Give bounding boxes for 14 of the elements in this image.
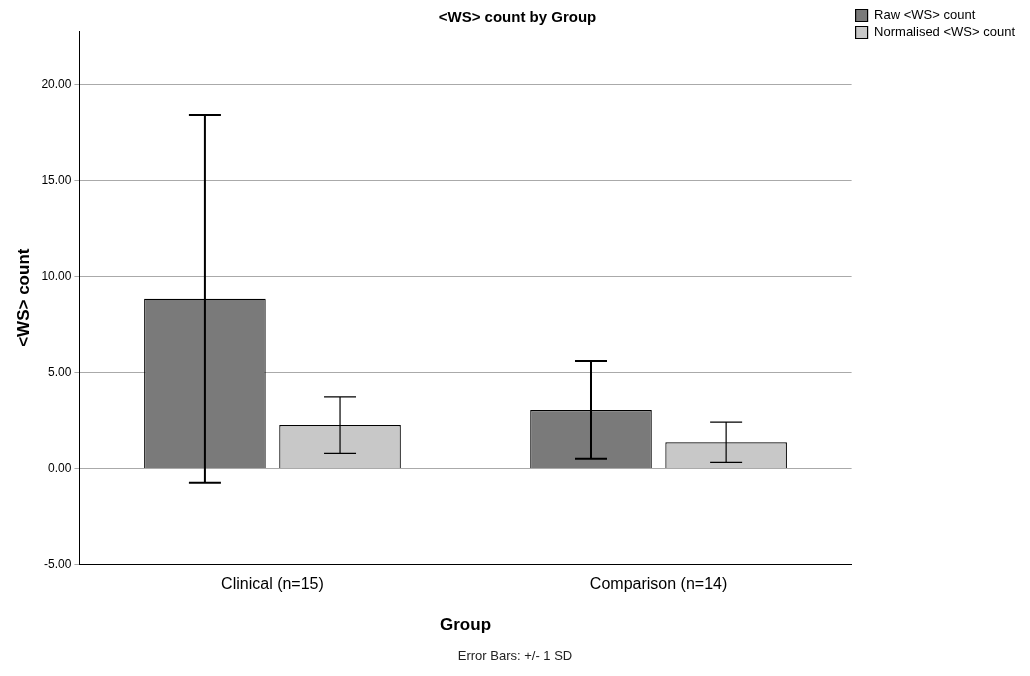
chart-title: <WS> count by Group	[438, 8, 597, 26]
y-tick-label: 20.00	[41, 77, 72, 92]
y-tick-label: 15.00	[41, 172, 72, 187]
x-tick-label: Comparison (n=14)	[589, 575, 728, 593]
y-tick-label: 5.00	[48, 364, 72, 379]
x-tick-label: Clinical (n=15)	[221, 575, 324, 593]
x-axis-title: Group	[440, 615, 492, 635]
y-tick-label: -5.00	[44, 556, 72, 571]
y-tick-label: 0.00	[48, 460, 72, 475]
text: Error Bars: +/- 1 SD	[456, 648, 574, 663]
legend-label: Normalised <WS> count	[874, 24, 1016, 40]
y-tick-label: 10.00	[41, 268, 72, 283]
legend-label: Raw <WS> count	[874, 7, 976, 23]
y-axis-title: <WS> count	[13, 248, 33, 347]
